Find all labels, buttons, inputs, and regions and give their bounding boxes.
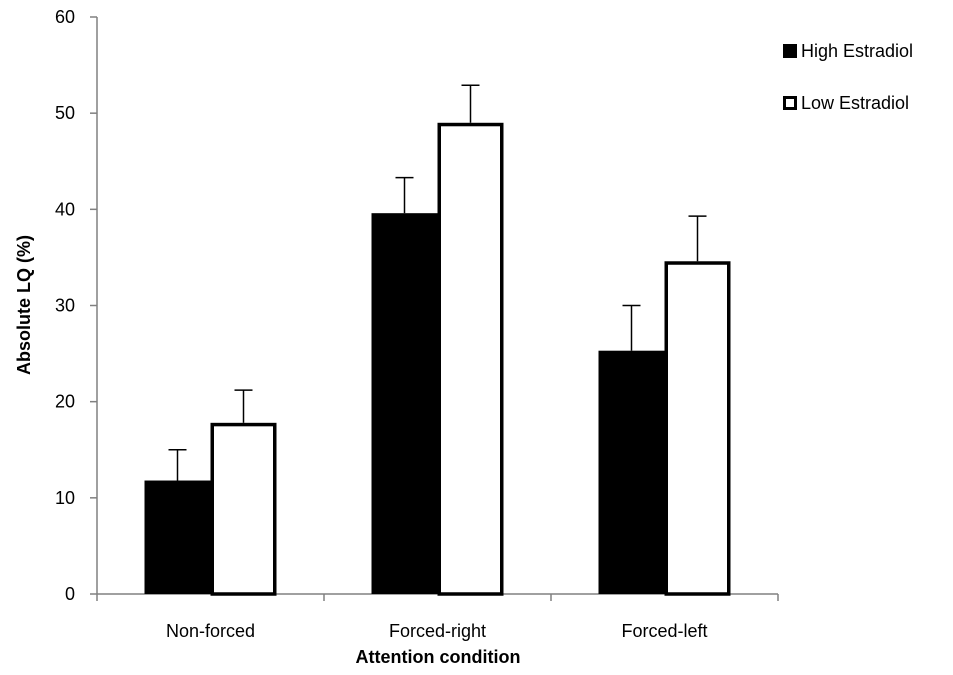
bar [371, 213, 438, 594]
x-tick-label: Forced-right [389, 621, 486, 641]
bar [437, 122, 504, 596]
y-tick-label: 40 [55, 199, 75, 219]
bars [144, 122, 731, 596]
x-tick-label: Non-forced [166, 621, 255, 641]
y-tick-label: 20 [55, 392, 75, 412]
error-bars [168, 84, 707, 481]
y-tick-label: 10 [55, 488, 75, 508]
legend: High Estradiol Low Estradiol [783, 41, 913, 113]
y-tick-label: 50 [55, 103, 75, 123]
bar [144, 480, 211, 594]
x-axis-title: Attention condition [356, 647, 521, 667]
legend-swatch [783, 44, 797, 58]
legend-label: Low Estradiol [801, 93, 909, 113]
bar [664, 261, 731, 596]
y-tick-label: 0 [65, 584, 75, 604]
legend-swatch [783, 96, 797, 110]
bar [210, 422, 277, 596]
legend-label: High Estradiol [801, 41, 913, 61]
tick-labels: 0 10 20 30 40 50 60 Non-forced Forced-right Force… [55, 7, 708, 641]
x-tick-label: Forced-left [621, 621, 707, 641]
y-axis-title: Absolute LQ (%) [14, 235, 34, 375]
y-tick-label: 60 [55, 7, 75, 27]
y-tick-label: 30 [55, 296, 75, 316]
bar [598, 350, 665, 594]
